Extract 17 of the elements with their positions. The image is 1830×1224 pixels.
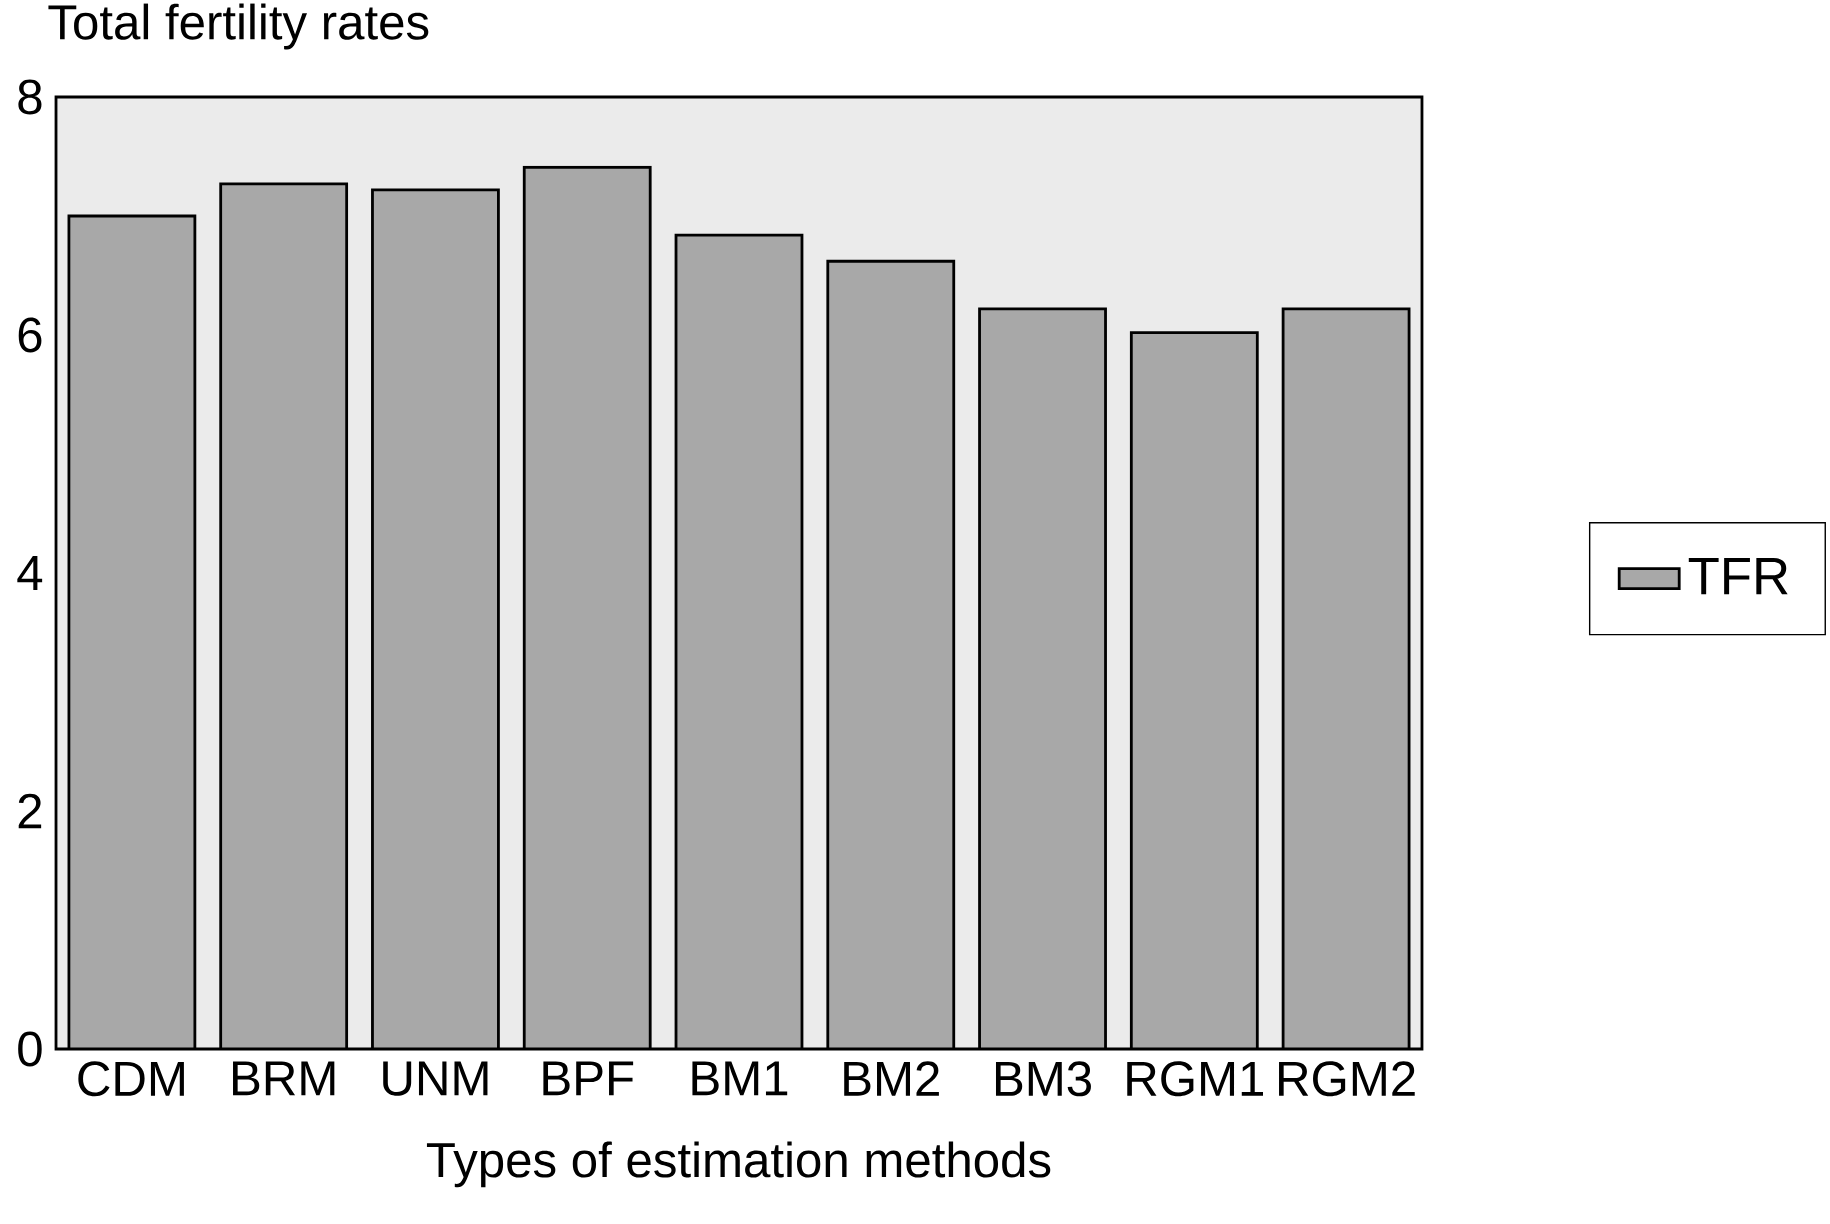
x-tick-label: CDM <box>78 1061 184 1097</box>
x-tick-label: RGM2 <box>1279 1061 1415 1097</box>
y-tick-label: 2 <box>18 793 42 829</box>
y-tick-label: 0 <box>18 1031 42 1067</box>
x-tick-label: BM3 <box>995 1061 1091 1097</box>
chart-title: Total fertility rates <box>48 3 429 50</box>
x-tick-label: BM2 <box>844 1061 939 1096</box>
x-tick-label: UNM <box>383 1061 488 1096</box>
y-tick-label: 4 <box>17 556 43 590</box>
y-tick-label: 8 <box>18 79 42 115</box>
x-tick-label: BM1 <box>692 1061 788 1096</box>
x-tick-label: BPF <box>543 1061 634 1096</box>
y-tick-label: 6 <box>18 317 42 353</box>
legend-label: TFR <box>1688 557 1788 595</box>
x-tick-label: BRM <box>233 1061 335 1096</box>
x-tick-label: RGM1 <box>1127 1061 1263 1097</box>
x-axis-title: Types of estimation methods <box>426 1141 1051 1188</box>
